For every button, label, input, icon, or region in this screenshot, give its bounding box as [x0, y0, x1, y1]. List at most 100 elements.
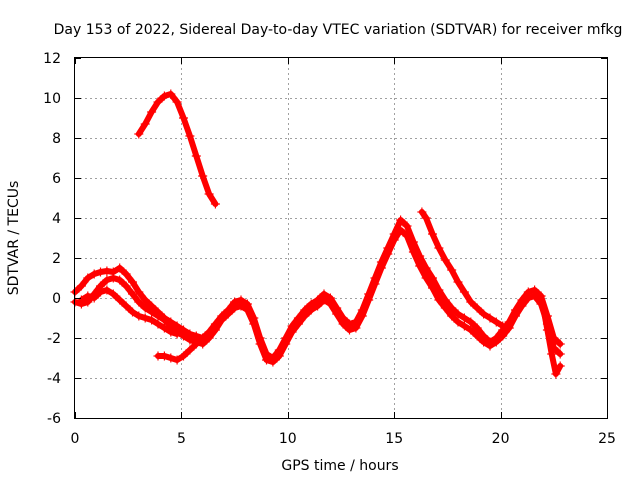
y-tick-label: 4 — [52, 211, 61, 227]
data-point — [115, 295, 125, 305]
x-tick-label: 10 — [279, 431, 297, 447]
data-point — [453, 317, 463, 327]
data-point — [153, 319, 163, 329]
data-point — [402, 221, 412, 231]
data-point — [204, 189, 214, 199]
data-point — [364, 295, 374, 305]
data-point — [542, 325, 552, 335]
data-point — [479, 337, 489, 347]
data-point — [551, 369, 561, 379]
data-point — [428, 283, 437, 293]
series-line — [135, 91, 219, 207]
data-point — [523, 293, 533, 303]
data-point — [89, 269, 99, 279]
data-point — [332, 309, 342, 319]
data-point — [440, 255, 450, 265]
series-track-c — [76, 285, 182, 339]
series-line — [78, 287, 181, 337]
data-point — [128, 307, 137, 317]
data-point — [134, 287, 144, 297]
data-point — [89, 293, 99, 303]
data-point — [459, 321, 469, 331]
data-point — [434, 243, 444, 253]
data-point — [300, 311, 310, 321]
x-tick-label: 25 — [598, 431, 616, 447]
data-point — [345, 325, 354, 335]
data-point — [479, 309, 489, 319]
data-point — [325, 299, 335, 309]
data-point — [498, 331, 508, 341]
data-point — [428, 229, 437, 239]
data-point — [370, 279, 380, 289]
series-line — [418, 209, 513, 331]
data-point — [140, 313, 150, 323]
data-point — [147, 307, 157, 317]
data-point — [357, 311, 367, 321]
data-point — [415, 261, 425, 271]
data-point — [140, 295, 150, 305]
data-point — [159, 351, 169, 361]
data-point — [159, 323, 169, 333]
data-point — [547, 349, 557, 359]
data-point — [166, 89, 176, 99]
data-point — [83, 291, 93, 301]
data-point — [210, 199, 220, 209]
data-point — [76, 295, 86, 305]
data-point — [536, 291, 546, 301]
data-point — [159, 315, 169, 325]
data-point — [255, 339, 265, 349]
data-point — [517, 301, 527, 311]
data-point — [504, 323, 514, 333]
data-point — [147, 315, 157, 325]
data-point — [466, 297, 476, 307]
data-point — [108, 289, 118, 299]
data-point — [351, 323, 361, 333]
data-point — [179, 331, 188, 341]
data-point — [172, 355, 182, 365]
data-point — [153, 97, 163, 107]
data-point — [287, 327, 297, 337]
data-point — [96, 287, 105, 297]
data-point — [491, 337, 501, 347]
data-point — [306, 305, 316, 315]
series-line — [538, 293, 564, 377]
y-tick-label: 6 — [52, 171, 61, 187]
data-point — [134, 297, 144, 307]
data-point — [417, 207, 427, 217]
tick-layer: 0 5 10 15 20 25 -6 -4 -2 0 2 4 6 8 10 12 — [43, 51, 616, 447]
data-point — [376, 263, 386, 273]
data-point — [185, 131, 195, 141]
y-tick-label: 8 — [52, 131, 61, 147]
data-point — [453, 309, 463, 319]
data-point — [210, 325, 220, 335]
data-point — [555, 339, 565, 349]
plot-frame — [74, 57, 608, 419]
data-point — [408, 247, 418, 257]
y-tick-label: 2 — [52, 251, 61, 267]
data-point — [396, 225, 406, 235]
data-point — [179, 113, 188, 123]
data-point — [440, 303, 450, 313]
data-point — [172, 97, 182, 107]
data-point — [249, 319, 259, 329]
y-tick-label: 12 — [43, 51, 61, 67]
data-point — [459, 313, 469, 323]
data-point — [485, 341, 495, 351]
data-point — [128, 277, 137, 287]
series-layer — [70, 89, 565, 379]
data-point — [121, 301, 131, 311]
data-point — [466, 317, 476, 327]
x-tick-label: 0 — [71, 431, 80, 447]
data-point — [447, 311, 457, 321]
data-point — [191, 151, 201, 161]
series-track-d — [134, 89, 220, 209]
data-point — [185, 345, 195, 355]
data-point — [96, 267, 105, 277]
series-track-b — [70, 225, 565, 367]
data-point — [389, 235, 399, 245]
data-point — [281, 339, 291, 349]
data-point — [153, 311, 163, 321]
y-tick-label: -2 — [47, 331, 61, 347]
data-point — [498, 321, 508, 331]
data-point — [121, 281, 131, 291]
